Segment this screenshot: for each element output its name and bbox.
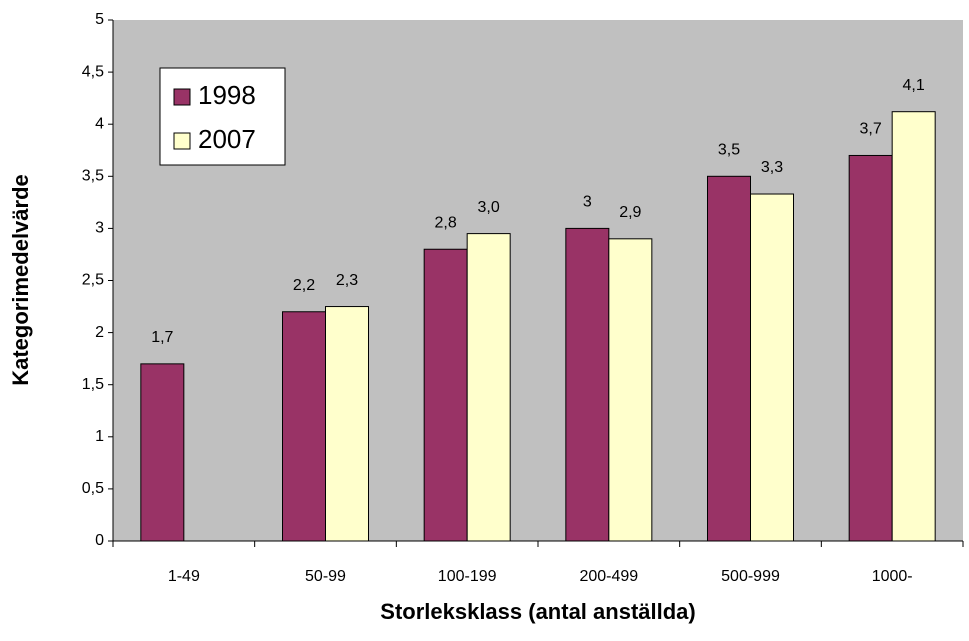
bar	[466, 233, 511, 542]
y-tick-label: 3	[95, 220, 104, 237]
legend-label: 2007	[198, 124, 256, 154]
data-label: 3,0	[478, 199, 500, 216]
y-tick-label: 4	[95, 115, 104, 132]
bar	[608, 238, 653, 542]
data-label: 3,5	[718, 142, 740, 159]
data-label: 2,3	[336, 272, 358, 289]
legend-swatch	[173, 132, 191, 150]
bar	[707, 175, 751, 542]
y-tick-label: 0	[95, 532, 104, 549]
y-tick-label: 5	[95, 11, 104, 28]
data-label: 2,9	[619, 204, 641, 221]
y-tick-label: 0,5	[82, 480, 104, 497]
x-axis-title: Storleksklass (antal anställda)	[380, 599, 695, 624]
y-tick-label: 1	[95, 428, 104, 445]
data-label: 2,8	[435, 214, 457, 231]
bar	[423, 248, 468, 542]
legend-label: 1998	[198, 80, 256, 110]
data-label: 1,7	[151, 329, 173, 346]
x-tick-label: 100-199	[438, 568, 497, 585]
y-axis-title: Kategorimedelvärde	[8, 174, 33, 386]
y-tick-label: 4,5	[82, 63, 104, 80]
x-tick-label: 50-99	[305, 568, 346, 585]
data-label: 3	[583, 194, 592, 211]
y-tick-label: 2	[95, 324, 104, 341]
legend: 1998 2007	[159, 67, 286, 166]
data-label: 3,3	[761, 159, 783, 176]
bar	[325, 306, 369, 542]
y-tick-label: 2,5	[82, 272, 104, 289]
bar	[565, 227, 610, 542]
bar	[848, 154, 893, 542]
y-tick-label: 1,5	[82, 376, 104, 393]
bar	[140, 363, 185, 542]
legend-swatch	[173, 88, 191, 106]
x-tick-label: 200-499	[579, 568, 638, 585]
data-label: 4,1	[903, 77, 925, 94]
data-label: 2,2	[293, 277, 315, 294]
bar	[750, 193, 794, 542]
x-tick-label: 500-999	[721, 568, 780, 585]
x-tick-label: 1-49	[168, 568, 200, 585]
bar	[282, 311, 326, 542]
data-label: 3,7	[860, 121, 882, 138]
bar	[891, 111, 936, 542]
y-tick-label: 3,5	[82, 168, 104, 185]
x-tick-label: 1000-	[872, 568, 913, 585]
